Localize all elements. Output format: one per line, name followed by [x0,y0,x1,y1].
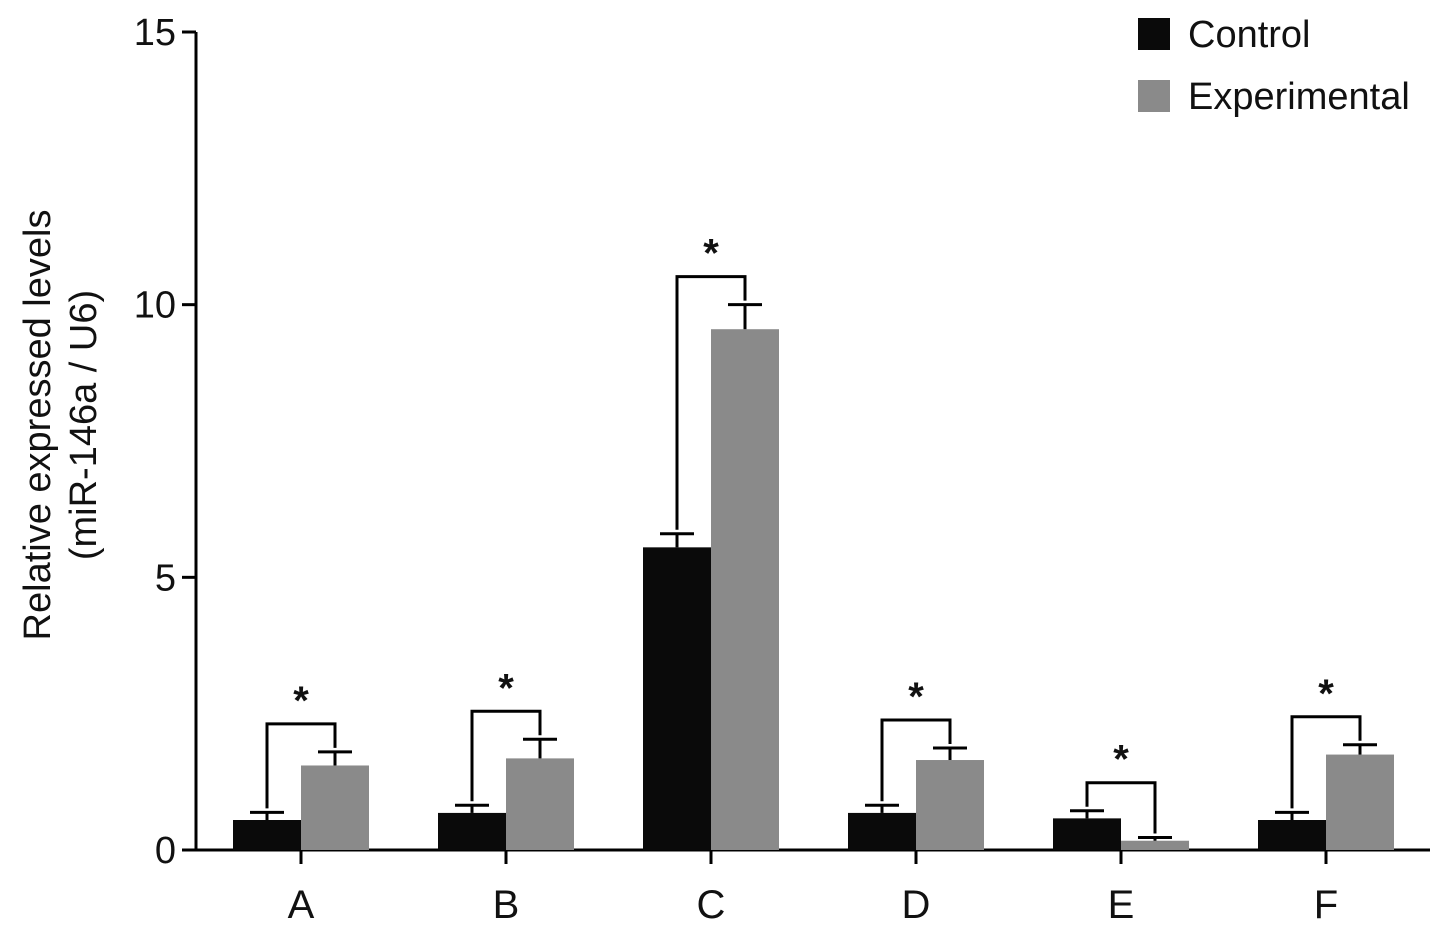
significance-star: * [908,675,924,719]
y-tick-label: 10 [134,285,176,327]
bar-control-C [643,547,711,850]
bar-experimental-E [1121,840,1189,850]
legend-swatch-experimental [1138,80,1170,112]
plot-layer: 0 5 10 15 A * B * C * D * E * F * [134,12,1430,927]
significance-star: * [703,232,719,276]
y-tick-label: 15 [134,12,176,54]
y-axis-title-line1: Relative expressed levels [17,210,59,641]
significance-bracket [880,718,952,802]
bar-experimental-C [711,329,779,850]
significance-star: * [498,666,514,710]
legend: Control Experimental [1138,14,1410,118]
bar-control-F [1258,820,1326,850]
significance-bracket [470,709,542,802]
bar-control-A [233,820,301,850]
bar-experimental-D [916,760,984,850]
bar-control-E [1053,818,1121,850]
x-tick-label: D [902,883,931,927]
bar-experimental-B [506,758,574,850]
bar-experimental-F [1326,754,1394,850]
significance-bracket [1085,781,1157,834]
x-tick-label: F [1314,883,1338,927]
x-tick-label: A [288,883,315,927]
significance-star: * [1318,672,1334,716]
y-axis-title: Relative expressed levels (miR-146a / U6… [17,210,105,641]
significance-bracket [675,275,747,530]
legend-swatch-control [1138,18,1170,50]
bar-control-D [848,812,916,850]
x-tick-label: B [493,883,520,927]
y-tick-label: 5 [155,557,176,599]
bar-control-B [438,812,506,850]
significance-star: * [1113,738,1129,782]
significance-bracket [1290,715,1362,809]
x-tick-label: C [697,883,726,927]
significance-star: * [293,679,309,723]
y-tick-label: 0 [155,830,176,872]
legend-label-experimental: Experimental [1188,76,1410,118]
bar-experimental-A [301,765,369,850]
y-axis-title-line2: (miR-146a / U6) [63,290,105,560]
x-tick-label: E [1108,883,1135,927]
legend-label-control: Control [1188,14,1311,56]
significance-bracket [265,722,337,809]
